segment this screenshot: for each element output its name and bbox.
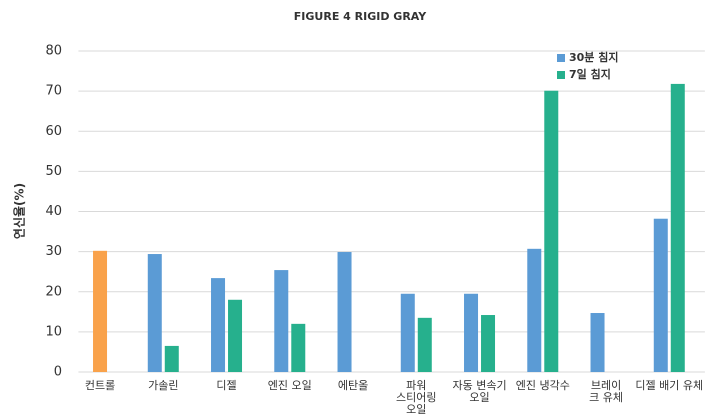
legend-label: 30분 침지 (569, 50, 619, 64)
x-tick-label: 파워 스티어링 오일 (396, 379, 436, 415)
bar (291, 323, 306, 372)
legend-swatch (557, 54, 565, 62)
bar (544, 90, 559, 372)
x-tick-label: 디젤 (216, 379, 236, 392)
x-tick-label: 가솔린 (148, 379, 178, 392)
x-tick-label: 브레이 크 유체 (589, 379, 623, 404)
bar (400, 293, 415, 372)
bar (653, 218, 668, 372)
x-tick-label: 자동 변속기 오일 (452, 379, 506, 404)
x-tick-label: 컨트롤 (85, 379, 115, 392)
bar (211, 278, 226, 372)
x-tick-label: 엔진 오일 (268, 378, 312, 392)
y-tick-label: 70 (45, 84, 62, 99)
bar (93, 250, 108, 372)
bar (337, 252, 352, 372)
bar (228, 299, 243, 372)
legend-label: 7일 침지 (569, 67, 611, 81)
y-tick-label: 20 (45, 284, 62, 299)
y-tick-label: 10 (45, 324, 62, 339)
bar (464, 293, 479, 372)
bar (147, 254, 162, 372)
x-tick-label: 에탄올 (338, 379, 368, 392)
y-tick-label: 60 (45, 124, 62, 139)
y-tick-label: 0 (54, 365, 62, 380)
x-tick-label: 디젤 배기 유체 (635, 379, 703, 392)
y-tick-label: 30 (45, 244, 62, 259)
y-axis-label: 연신율(%) (12, 183, 27, 239)
y-tick-label: 50 (45, 164, 62, 179)
bar (164, 345, 179, 372)
legend-swatch (557, 71, 565, 79)
bar (590, 313, 605, 372)
x-tick-label: 엔진 냉각수 (516, 379, 570, 392)
y-tick-label: 40 (45, 204, 62, 219)
bar (481, 315, 496, 372)
y-tick-label: 80 (45, 44, 62, 59)
bar (417, 317, 432, 372)
bar (274, 270, 289, 372)
bar (527, 248, 542, 372)
bar (670, 83, 685, 372)
chart-title: FIGURE 4 RIGID GRAY (294, 10, 427, 23)
